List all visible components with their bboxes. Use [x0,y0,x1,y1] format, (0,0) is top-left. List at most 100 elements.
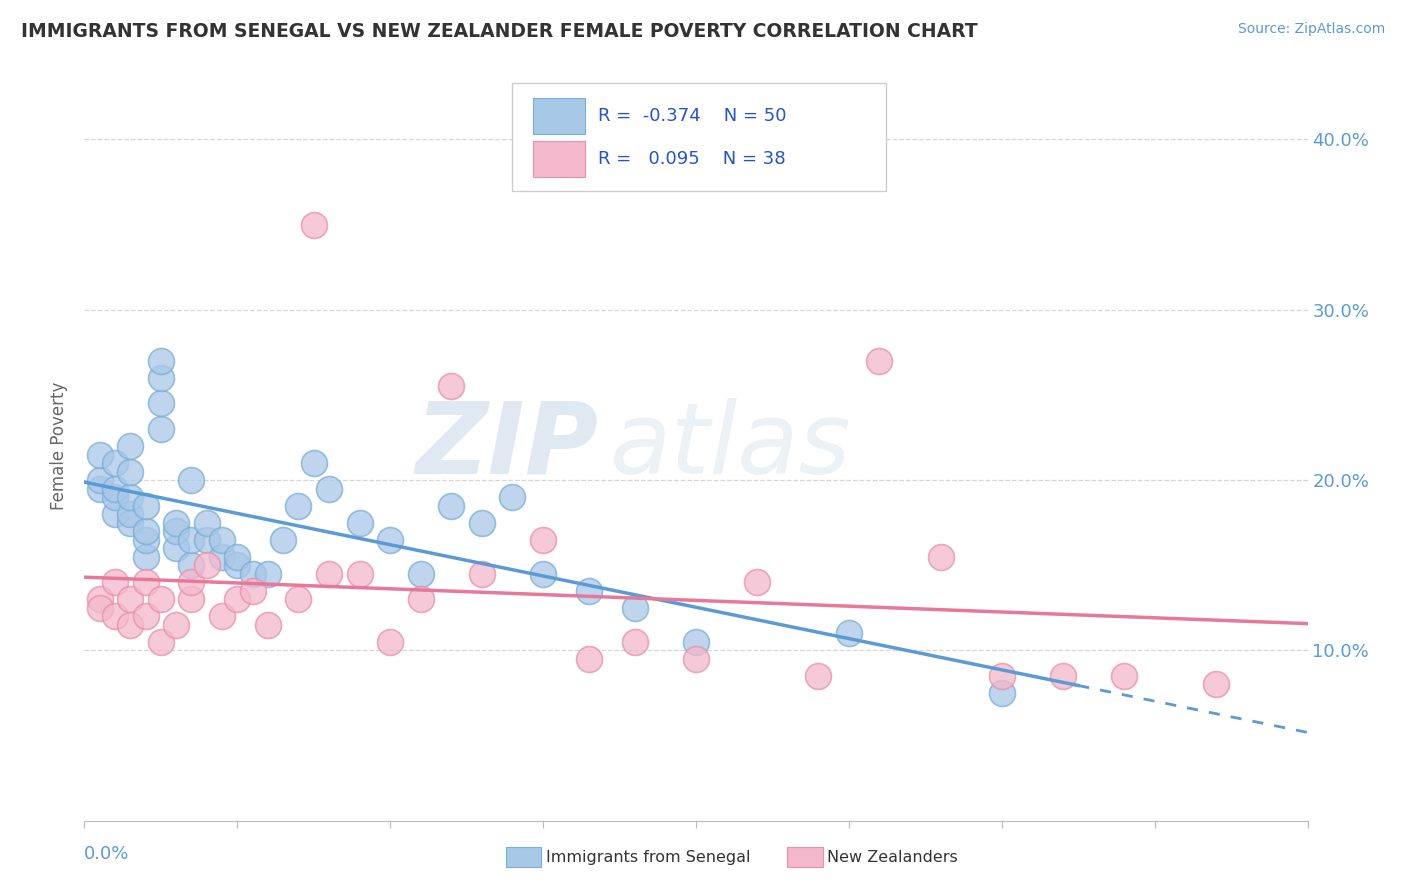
Point [104,482,127,496]
Point [180,473,202,487]
Point [120,516,142,530]
Point [135,524,157,538]
Text: ZIP: ZIP [415,398,598,494]
Point [149,396,172,410]
Point [807,669,830,683]
Point [89,448,111,462]
Text: 0.0%: 0.0% [84,845,129,863]
Point [120,439,142,453]
Point [165,524,187,538]
Point [89,592,111,607]
Point [318,482,340,496]
Point [380,533,402,547]
Point [302,218,325,232]
Point [89,482,111,496]
FancyBboxPatch shape [513,83,886,191]
Text: R =   0.095    N = 38: R = 0.095 N = 38 [598,150,786,168]
Point [226,558,249,573]
Point [120,592,142,607]
Text: atlas: atlas [610,398,852,494]
Point [257,566,280,581]
Bar [533,141,585,177]
Point [991,686,1014,700]
Point [165,516,187,530]
Point [135,575,157,590]
Point [302,456,325,470]
Point [409,566,432,581]
Point [120,617,142,632]
Point [195,516,218,530]
Point [409,592,432,607]
Point [89,473,111,487]
Point [135,609,157,624]
Point [502,490,524,504]
Point [471,566,494,581]
Point [838,626,860,640]
Point [180,558,202,573]
Point [685,635,707,649]
Point [89,600,111,615]
Point [531,566,554,581]
Point [211,549,233,564]
Point [135,533,157,547]
Point [287,499,309,513]
Point [149,592,172,607]
Point [149,422,172,436]
Point [104,490,127,504]
Point [211,533,233,547]
Point [104,575,127,590]
Point [180,592,202,607]
Point [471,516,494,530]
Point [578,652,600,666]
Point [120,507,142,521]
Point [349,516,371,530]
Point [869,354,891,368]
Point [195,533,218,547]
Point [440,499,463,513]
Point [1052,669,1074,683]
Point [104,609,127,624]
Point [120,465,142,479]
Point [135,499,157,513]
Point [685,652,707,666]
Point [380,635,402,649]
Point [149,354,172,368]
Point [624,635,647,649]
Y-axis label: Female Poverty: Female Poverty [51,382,69,510]
Point [149,635,172,649]
Point [531,533,554,547]
Point [211,609,233,624]
Point [578,583,600,598]
Point [318,566,340,581]
Text: R =  -0.374    N = 50: R = -0.374 N = 50 [598,106,786,125]
Point [242,583,264,598]
Text: IMMIGRANTS FROM SENEGAL VS NEW ZEALANDER FEMALE POVERTY CORRELATION CHART: IMMIGRANTS FROM SENEGAL VS NEW ZEALANDER… [21,22,977,41]
Point [1205,677,1227,691]
Point [349,566,371,581]
Point [991,669,1014,683]
Point [104,507,127,521]
Point [257,617,280,632]
Point [747,575,769,590]
Point [180,575,202,590]
Text: New Zealanders: New Zealanders [827,850,957,864]
Point [242,566,264,581]
Bar [533,97,585,134]
Point [440,379,463,393]
Point [120,490,142,504]
Point [929,549,952,564]
Point [104,456,127,470]
Point [165,617,187,632]
Point [149,371,172,385]
Point [195,558,218,573]
Point [135,549,157,564]
Point [271,533,294,547]
Text: Immigrants from Senegal: Immigrants from Senegal [546,850,749,864]
Text: Source: ZipAtlas.com: Source: ZipAtlas.com [1237,22,1385,37]
Point [226,592,249,607]
Point [624,600,647,615]
Point [165,541,187,556]
Point [226,549,249,564]
Point [287,592,309,607]
Point [1114,669,1136,683]
